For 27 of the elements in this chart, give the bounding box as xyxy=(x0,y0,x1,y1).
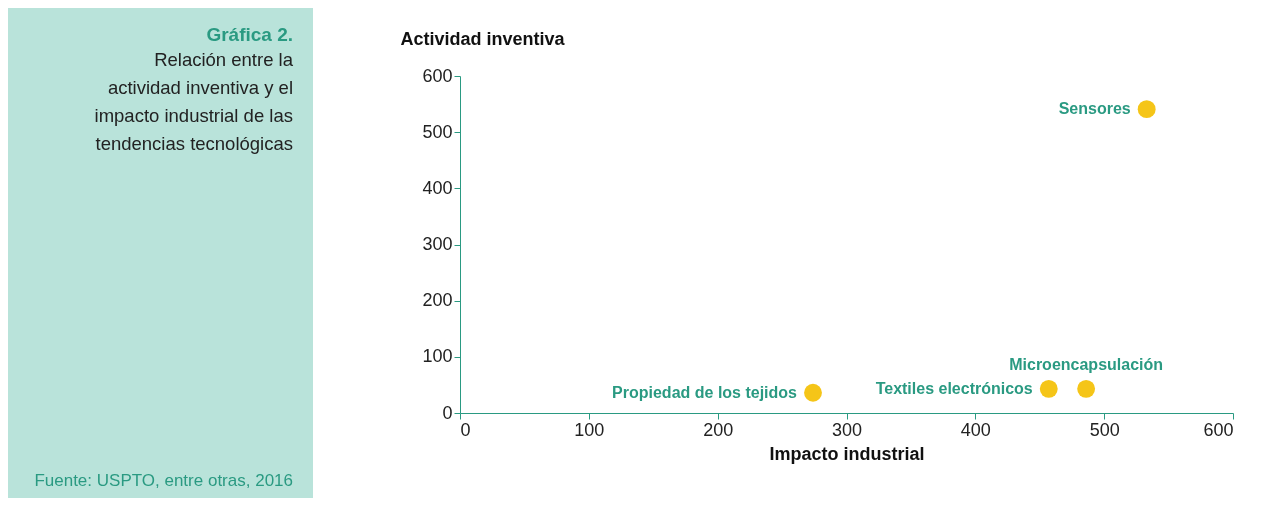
point xyxy=(1077,379,1096,398)
point xyxy=(1039,379,1058,398)
y-tick-label: 500 xyxy=(422,121,453,142)
point xyxy=(1137,100,1156,119)
x-tick-label: 200 xyxy=(703,419,734,440)
x-tick-label: 600 xyxy=(1203,419,1234,440)
y-tick-label: 100 xyxy=(422,346,453,367)
y-tick-label: 600 xyxy=(422,65,453,86)
x-tick-label: 100 xyxy=(574,419,605,440)
x-tick-label: 400 xyxy=(960,419,991,440)
annotation: Textiles electrónicos xyxy=(875,379,1033,397)
x-tick-label: 500 xyxy=(1089,419,1120,440)
y-axis-title: Actividad inventiva xyxy=(400,28,566,49)
annotation: Microencapsulación xyxy=(1009,355,1164,373)
point xyxy=(804,383,822,402)
x-tick-label: 300 xyxy=(831,419,863,440)
text: Relación entre la actividad inventiva y el impacto industrial de las tendencias tecnológicas xyxy=(93,48,293,156)
annotation: Sensores xyxy=(1058,100,1131,118)
y-tick-label: 300 xyxy=(422,234,453,254)
y-tick-label: 400 xyxy=(422,177,453,198)
y-tick-label: 200 xyxy=(422,290,453,311)
text: Gráfica 2. xyxy=(205,24,293,46)
x-tick-label: 0 xyxy=(460,419,471,440)
y-tick-label: 0 xyxy=(442,402,453,423)
x-axis-title: Impacto industrial xyxy=(769,443,925,464)
annotation: Propiedad de los tejidos xyxy=(612,383,798,401)
source-note: Fuente: USPTO, entre otras, 2016 xyxy=(33,470,293,492)
